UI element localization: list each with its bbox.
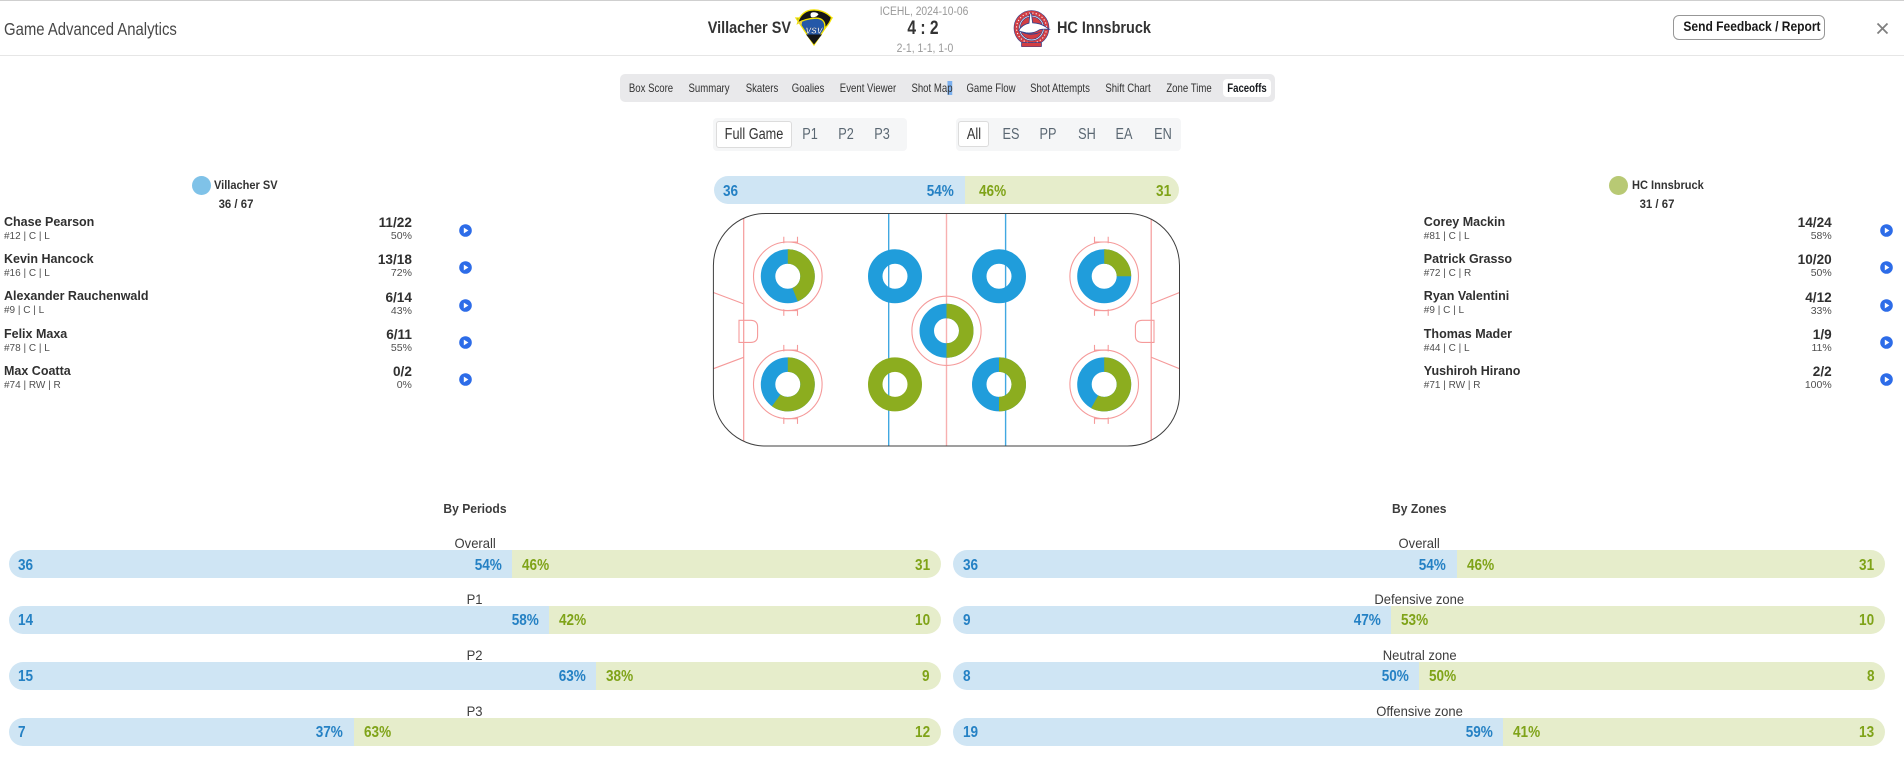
svg-text:VSV: VSV [805, 26, 823, 36]
